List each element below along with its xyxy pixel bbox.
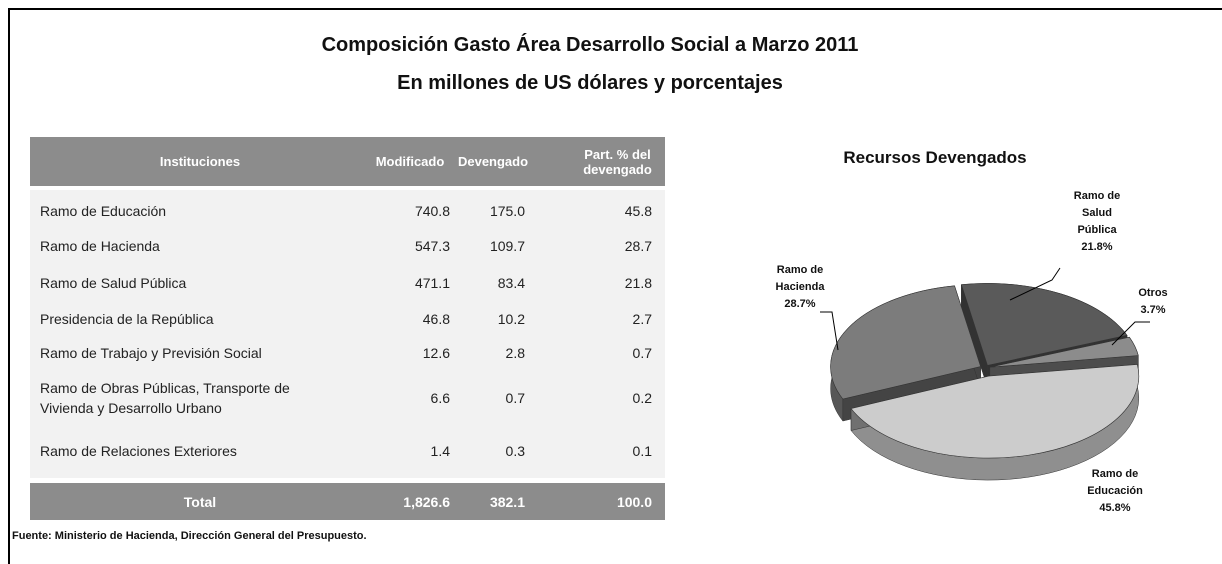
leader <box>1009 267 1061 301</box>
header-bg <box>30 137 665 186</box>
pie-label: Ramo de Salud Pública 21.8% <box>1062 188 1132 256</box>
cell-number: 46.8 <box>422 310 450 327</box>
cell-number: 0.7 <box>632 344 652 361</box>
cell-number: 10.2 <box>497 310 525 327</box>
total-cell: 1,826.6 <box>403 493 450 510</box>
cell-number: 2.7 <box>632 310 652 327</box>
cell-number: 0.7 <box>505 389 525 406</box>
source-label: Fuente: <box>12 530 52 542</box>
cell-number: 740.8 <box>414 202 450 219</box>
total-cell: 382.1 <box>489 493 525 510</box>
pie-tops <box>830 283 1140 459</box>
total-cell: Total <box>183 493 217 510</box>
pie-label: Otros 3.7% <box>1128 285 1178 319</box>
cell-number: 547.3 <box>414 237 450 254</box>
cell-number: 28.7 <box>624 237 652 254</box>
total-cell: 100.0 <box>616 493 652 510</box>
cell-number: 109.7 <box>489 237 525 254</box>
slice-name: Ramo de Hacienda <box>775 264 825 293</box>
cell-number: 0.3 <box>505 443 525 459</box>
chart-title: Recursos Devengados <box>843 148 1027 167</box>
column-header: Instituciones <box>159 154 241 169</box>
cell-name: Ramo de Obras Públicas, Transporte de Vi… <box>40 379 290 416</box>
cell-number: 0.1 <box>632 443 652 459</box>
subtitle: En millones de US dólares y porcentajes <box>397 72 783 94</box>
pie-slice <box>830 285 981 400</box>
leader <box>1111 321 1150 346</box>
slice-value: 45.8% <box>1099 502 1131 514</box>
cell-number: 12.6 <box>422 344 450 361</box>
cell-name: Ramo de Relaciones Exteriores <box>40 443 237 459</box>
pie-slice <box>850 364 1140 459</box>
pie-label: Ramo de Hacienda 28.7% <box>770 262 830 313</box>
cell-name: Ramo de Salud Pública <box>40 274 187 291</box>
slice-value: 3.7% <box>1140 304 1166 316</box>
source: Fuente: Ministerio de Hacienda, Direcció… <box>12 530 367 542</box>
pie-slice <box>960 283 1128 366</box>
slice-value: 28.7% <box>784 298 816 310</box>
column-header: Modificado <box>375 154 445 169</box>
cell-number: 83.4 <box>497 274 525 291</box>
cell-number: 21.8 <box>624 274 652 291</box>
slice-value: 21.8% <box>1081 241 1113 253</box>
leader <box>820 311 839 351</box>
source-text: Ministerio de Hacienda, Dirección Genera… <box>54 530 367 542</box>
cell-name: Ramo de Trabajo y Previsión Social <box>40 344 262 361</box>
slice-name: Ramo de Salud Pública <box>1073 190 1121 236</box>
cell-number: 2.8 <box>505 344 525 361</box>
column-header: Part. % del devengado <box>583 146 652 177</box>
cell-number: 0.2 <box>632 389 652 406</box>
pie-slice <box>989 336 1139 368</box>
slice-name: Ramo de Educación <box>1087 468 1143 497</box>
pie-label: Ramo de Educación 45.8% <box>1080 466 1150 517</box>
cell-name: Presidencia de la República <box>40 310 214 327</box>
cell-number: 6.6 <box>430 389 450 406</box>
cell-number: 471.1 <box>414 274 450 291</box>
cell-name: Ramo de Hacienda <box>40 237 160 254</box>
cell-number: 175.0 <box>489 202 525 219</box>
total-bg <box>30 483 665 520</box>
cell-number: 45.8 <box>624 202 652 219</box>
cell-name: Ramo de Educación <box>40 202 167 219</box>
slice-name: Otros <box>1138 287 1168 299</box>
body-bg <box>30 190 665 478</box>
title: Composición Gasto Área Desarrollo Social… <box>321 34 859 56</box>
frame <box>8 8 1222 564</box>
cell-number: 1.4 <box>430 443 450 459</box>
column-header: Devengado <box>457 154 529 169</box>
